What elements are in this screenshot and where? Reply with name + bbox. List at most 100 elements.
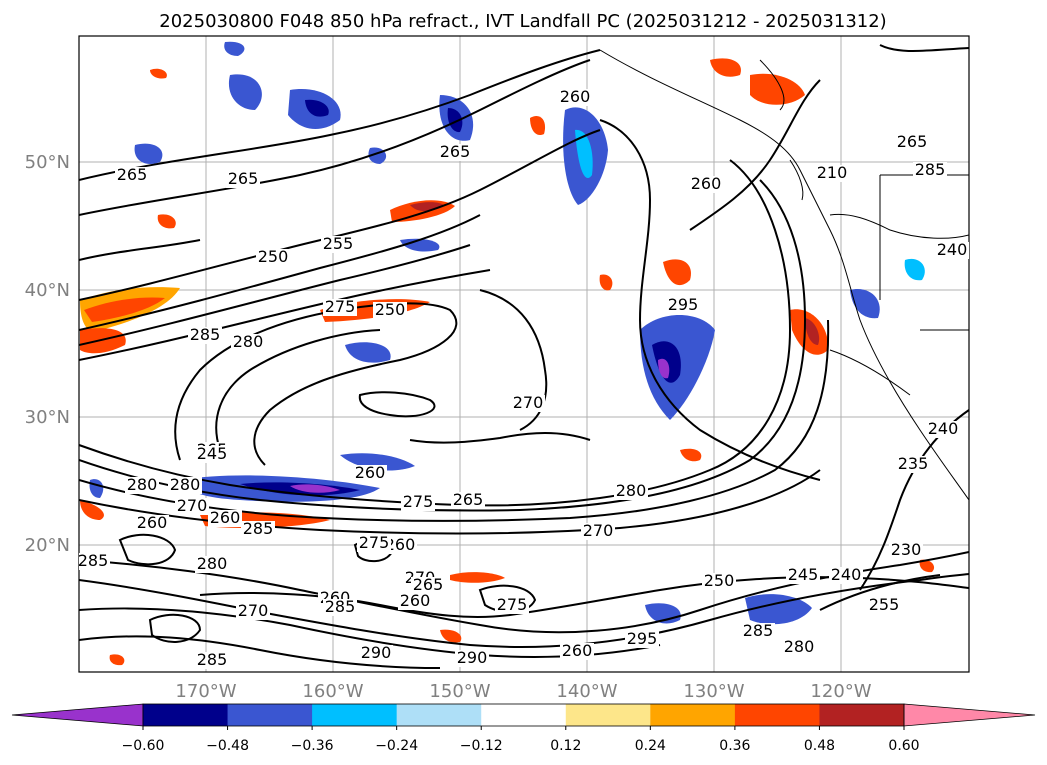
colorbar-tick-label: −0.48 [206,738,249,754]
contour-label: 250 [704,571,735,590]
contour-label-bg [896,456,930,473]
contour-label-bg [889,542,923,559]
colorbar-tick-label: −0.36 [291,738,334,754]
contour-label: 285 [243,519,274,538]
contour-label-bg [256,249,290,266]
lon-label-170w: 170°W [175,681,236,702]
contour-label-bg [867,597,901,614]
contour-label-bg [558,89,592,106]
map-panel: 2652652652502552602502752602702852802952… [25,35,970,702]
contour-label-bg [935,242,969,259]
contour-label-bg [195,556,229,573]
colorbar-extend-high [903,703,1036,727]
contour-label: 265 [897,132,928,151]
contour-label-bg [625,631,659,648]
contour-label-bg [895,134,929,151]
contour-label-bg [241,521,275,538]
contour-label: 265 [117,165,148,184]
contour-label-bg [188,327,222,344]
contour-label: 280 [616,481,647,500]
contour-label: 245 [197,444,228,463]
contour-label: 270 [238,601,269,620]
contour-label-bg [359,645,393,662]
contour-label-bg [125,477,159,494]
contour-label-bg [401,494,435,511]
contour-label: 280 [127,475,158,494]
contour-label-bg [373,302,407,319]
contour-label-bg [195,652,229,669]
lon-label-150w: 150°W [429,681,490,702]
contour-label-bg [135,515,169,532]
colorbar-segment [227,704,313,726]
coastlines [599,49,969,501]
contour-label: 290 [457,648,488,667]
longitude-labels: 170°W 160°W 150°W 140°W 130°W 120°W [175,681,871,702]
contour-label-bg [829,567,863,584]
contour-label-bg [815,165,849,182]
lat-label-40n: 40°N [25,280,70,301]
colorbar-frame [142,703,905,727]
contour-label: 280 [197,554,228,573]
contour-label-bg [786,567,820,584]
chart-title: 2025030800 F048 850 hPa refract., IVT La… [159,11,886,32]
contour-label: 285 [197,650,228,669]
contour-label-bg [614,483,648,500]
contour-label: 275 [403,492,434,511]
colorbar-extend-low [11,703,144,727]
contour-label: 260 [562,641,593,660]
contour-label-bg [560,643,594,660]
contour-label: 295 [668,295,699,314]
contour-label-bg [455,650,489,667]
contour-label: 290 [361,643,392,662]
negative-anomaly-north [134,41,474,165]
contour-label: 275 [325,297,356,316]
contour-label: 265 [413,575,444,594]
lon-label-160w: 160°W [302,681,363,702]
map-frame [78,35,970,673]
contour-label-bg [782,639,816,656]
contour-label: 260 [385,535,416,554]
contour-label-bg [357,535,391,552]
colorbar-tick-label: 0.12 [550,738,581,754]
contour-label: 270 [513,393,544,412]
colorbar-segment [481,704,567,726]
contour-label: 230 [891,540,922,559]
colorbar-segment [396,704,482,726]
contour-label-bg [689,176,723,193]
colorbar-segment [565,704,651,726]
contour-label: 255 [869,595,900,614]
contour-label-bg [323,599,357,616]
contour-label: 235 [898,454,929,473]
contour-label-bg [195,446,229,463]
contour-label-bg [323,299,357,316]
contour-label: 250 [258,247,289,266]
colorbar-tick-label: −0.24 [375,738,418,754]
contour-label-bg [168,477,202,494]
contour-label: 275 [359,533,390,552]
contour-label: 285 [190,325,221,344]
contour-label-bg [438,144,472,161]
contour-label-bg [913,162,947,179]
contour-label-bg [451,492,485,509]
contour-label-bg [398,593,432,610]
contour-label: 240 [831,565,862,584]
contour-label-bg [208,510,242,527]
colorbar-segment [143,704,229,726]
lat-label-20n: 20°N [25,535,70,556]
colorbar-tick-label: 0.60 [888,738,919,754]
contour-label-bg [115,167,149,184]
contour-label: 260 [137,513,168,532]
contour-label: 285 [915,160,946,179]
lat-label-30n: 30°N [25,407,70,428]
contour-labels: 2652652652502552602502752602702852802952… [78,87,969,669]
isentrope-contours [79,44,969,669]
contour-label-bg [581,523,615,540]
contour-label: 285 [78,551,109,570]
contour-label-bg [411,577,445,594]
contour-label: 280 [170,475,201,494]
contour-label: 270 [177,496,208,515]
contour-label: 275 [497,595,528,614]
contour-label: 260 [355,463,386,482]
contour-label-bg [79,553,110,570]
